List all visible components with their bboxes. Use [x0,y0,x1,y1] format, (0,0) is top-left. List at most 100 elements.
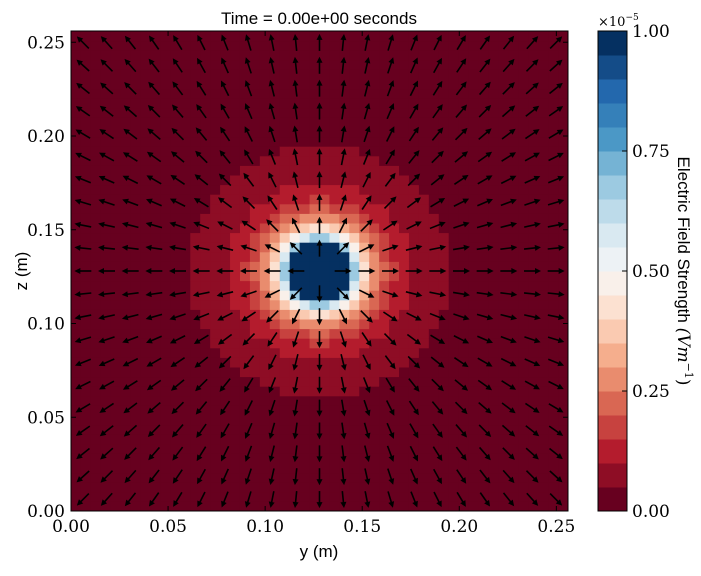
heatmap-cell [558,299,569,310]
heatmap-cell [458,98,470,109]
quiver-arrow [453,335,470,344]
heatmap-cell [190,463,201,474]
quiver-arrow [268,125,276,143]
heatmap-cell [408,136,420,147]
quiver-arrow [218,333,233,345]
heatmap-cell [508,424,519,435]
heatmap-cell [458,136,470,147]
heatmap-cell [71,395,82,406]
heatmap-cell [478,347,489,358]
heatmap-cell [359,31,370,42]
heatmap-cell [90,434,102,445]
quiver-arrow [454,401,468,415]
heatmap-cell [309,194,320,205]
heatmap-cell [518,194,529,205]
heatmap-cell [369,203,380,214]
heatmap-cell [558,117,569,128]
heatmap-cell [508,299,519,310]
heatmap-cell [279,69,291,80]
heatmap-cell [379,338,390,349]
heatmap-cell [230,309,241,320]
heatmap-cell [359,271,370,282]
heatmap-cell [329,453,340,464]
heatmap-cell [110,319,122,330]
heatmap-cell [100,367,112,378]
heatmap-cell [518,117,529,128]
heatmap-cell [160,415,171,426]
heatmap-cell [478,242,489,253]
quiver-arrow [479,58,491,73]
heatmap-cell [399,491,410,502]
heatmap-cell [478,434,489,445]
heatmap-cell [399,463,410,474]
heatmap-cell [399,98,410,109]
heatmap-cell [289,165,301,176]
heatmap-cell [379,386,390,397]
heatmap-cell [210,69,221,80]
heatmap-cell [160,319,171,330]
heatmap-cell [289,415,301,426]
heatmap-cell [329,242,340,253]
colorbar-label-main: Electric Field Strength [674,157,693,328]
heatmap-cell [210,357,221,368]
heatmap-cell [448,338,460,349]
heatmap-cell [468,280,480,291]
heatmap-cell [90,415,102,426]
heatmap-cell [220,127,231,138]
heatmap-cell [220,213,231,224]
heatmap-cell [210,463,221,474]
heatmap-cell [339,69,350,80]
colorbar-level [598,415,627,440]
heatmap-cell [140,271,152,282]
heatmap-cell [230,127,241,138]
heatmap-cell [488,194,499,205]
heatmap-cell [518,59,529,70]
heatmap-cell [329,443,340,454]
heatmap-cell [558,463,569,474]
heatmap-cell [488,424,499,435]
heatmap-cell [279,386,291,397]
x-tick-label: 0.25 [537,517,575,537]
heatmap-cell [90,395,102,406]
heatmap-cell [279,40,291,51]
heatmap-cell [438,223,450,234]
heatmap-cell [210,127,221,138]
quiver-arrow [429,221,446,230]
heatmap-cell [448,395,460,406]
heatmap-cell [299,203,311,214]
heatmap-cell [160,261,171,272]
heatmap-cell [170,386,181,397]
heatmap-cell [120,309,132,320]
heatmap-cell [389,463,400,474]
heatmap-cell [210,338,221,349]
quiver-arrow [74,175,92,184]
quiver-arrow [76,492,90,506]
heatmap-cell [269,175,281,186]
quiver-arrow [146,357,162,367]
heatmap-cell [408,251,420,262]
heatmap-cell [339,165,350,176]
heatmap-cell [428,79,440,90]
heatmap-cell [528,232,539,243]
heatmap-cell [389,223,400,234]
heatmap-cell [120,367,132,378]
heatmap-cell [329,357,340,368]
heatmap-cell [299,386,311,397]
heatmap-cell [528,319,539,330]
heatmap-cell [210,501,221,512]
heatmap-cell [190,280,201,291]
quiver-arrow [287,268,305,274]
heatmap-cell [100,443,112,454]
heatmap-cell [110,328,122,339]
heatmap-cell [309,242,320,253]
heatmap-cell [200,175,211,186]
heatmap-cell [428,261,440,272]
heatmap-cell [100,386,112,397]
heatmap-cell [170,376,181,387]
heatmap-cell [100,40,112,51]
quiver-arrow [409,80,418,97]
heatmap-cell [498,232,509,243]
heatmap-cell [538,280,549,291]
heatmap-cell [528,328,539,339]
heatmap-cell [190,367,201,378]
